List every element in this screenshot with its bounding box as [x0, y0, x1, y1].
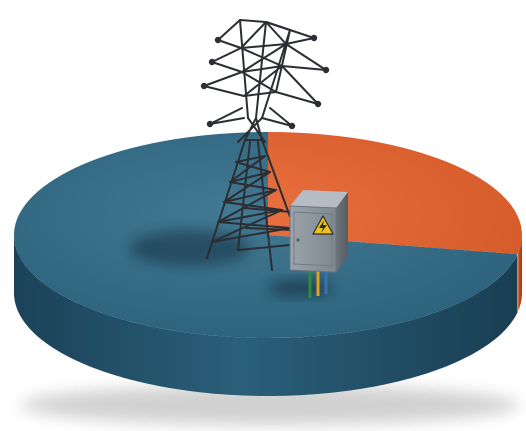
panel-side: [336, 192, 348, 272]
panel-door: [293, 211, 333, 267]
pie-side-blue: [14, 235, 518, 396]
electrical-panel-icon: [289, 190, 348, 298]
tower-shadow: [130, 230, 250, 266]
transmission-tower-icon: [200, 19, 330, 271]
panel-latch: [296, 238, 300, 242]
panel-top: [290, 190, 348, 208]
high-voltage-warning-icon: [312, 215, 334, 235]
box-shadow: [268, 279, 332, 297]
floor-shadow: [20, 385, 520, 425]
